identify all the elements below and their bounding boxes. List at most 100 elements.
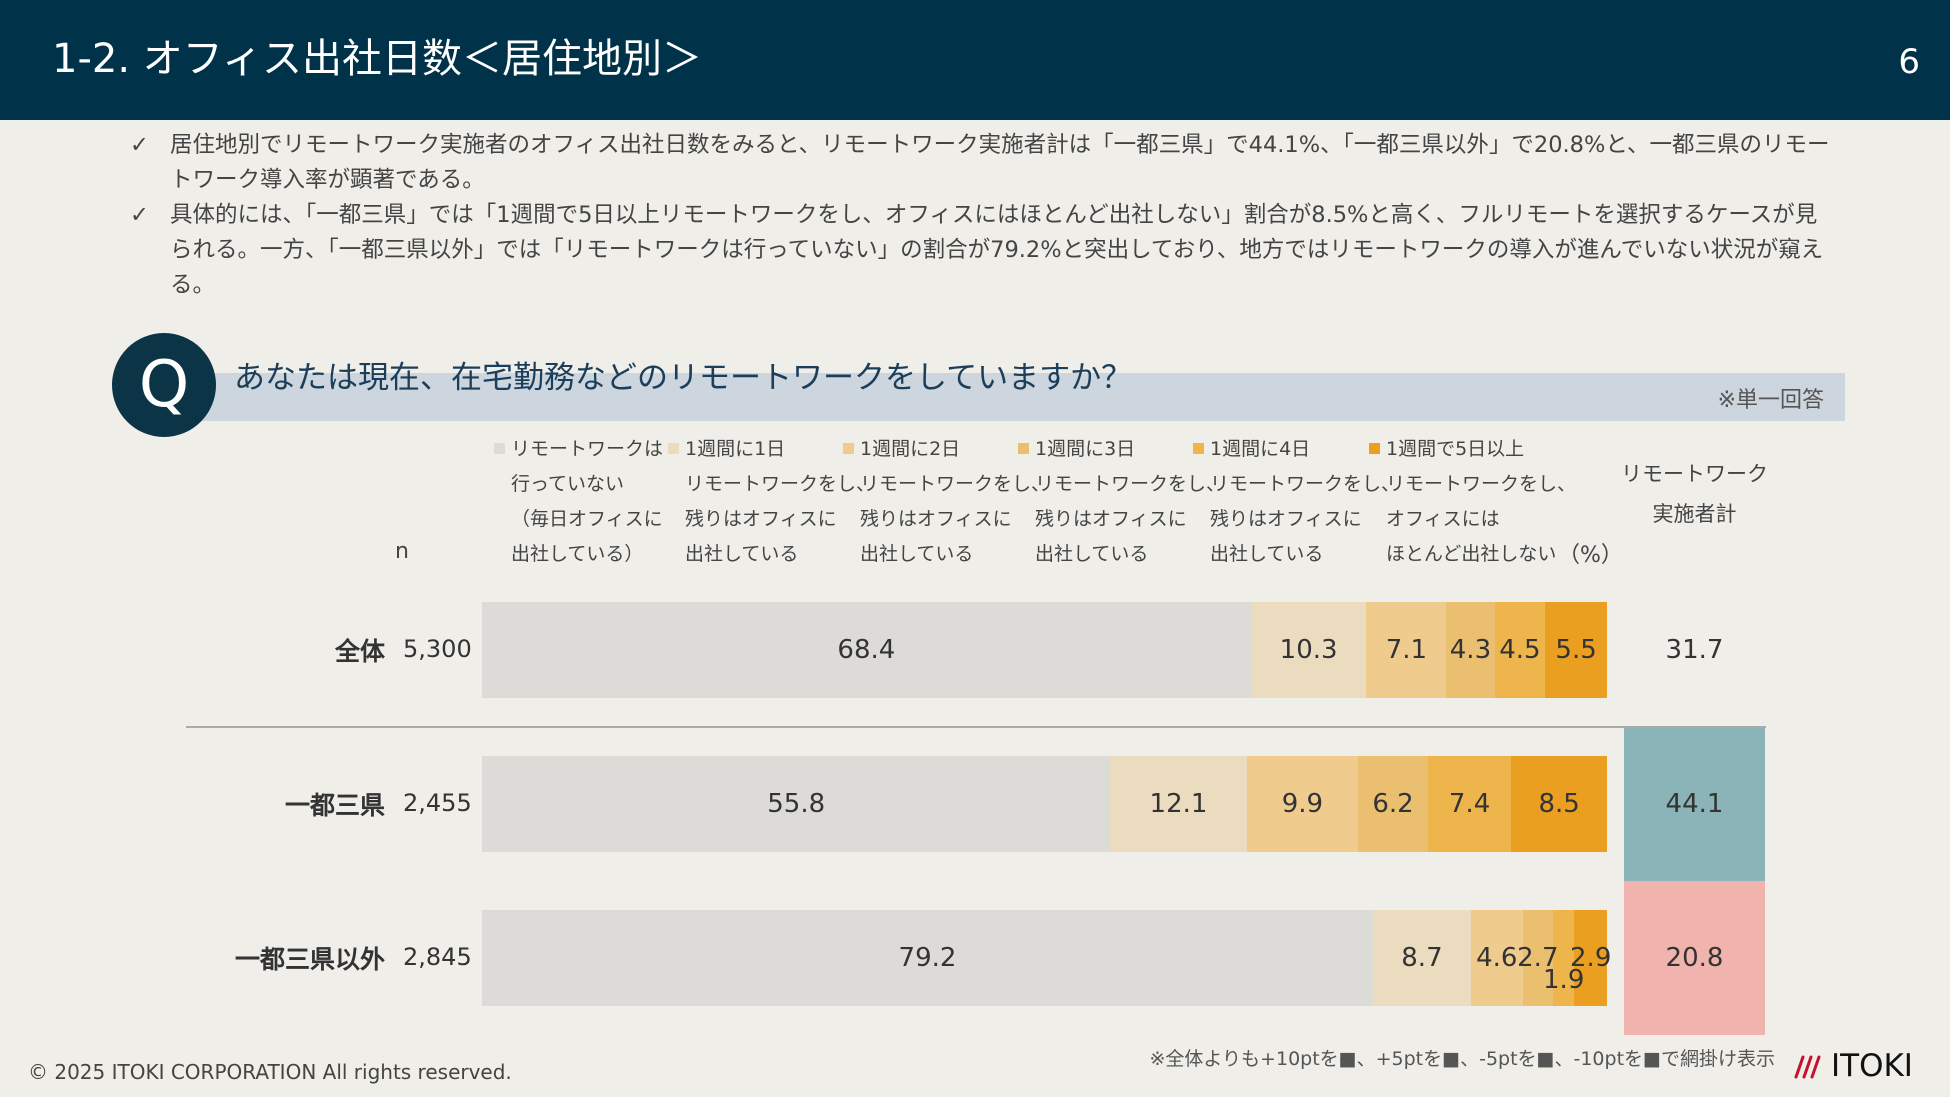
legend-line: リモートワークをし、 <box>1035 473 1226 495</box>
bar-segment <box>1250 602 1367 698</box>
check-icon: ✓ <box>130 202 149 228</box>
bar-segment <box>1246 756 1359 852</box>
legend-line: オフィスには <box>1386 508 1500 530</box>
legend-line: リモートワークをし、 <box>685 473 876 495</box>
summary-bullets: ✓ 居住地別でリモートワーク実施者のオフィス出社日数をみると、リモートワーク実施… <box>130 128 1830 303</box>
segment-label: 4.6 <box>1476 943 1518 973</box>
legend-item: 1週間に3日リモートワークをし、 残りはオフィスに 出社している <box>1018 432 1225 572</box>
segment-label: 7.1 <box>1385 635 1428 665</box>
segment-label: 4.3 <box>1449 635 1492 665</box>
segment-label: 7.4 <box>1448 789 1491 819</box>
legend-line: リモートワークは <box>494 432 663 467</box>
legend-line: 残りはオフィスに <box>1210 508 1362 530</box>
bar-segment <box>1446 602 1495 698</box>
legend-line: 残りはオフィスに <box>685 508 837 530</box>
legend-swatch <box>1369 443 1380 454</box>
bullet-item: ✓ 具体的には、「一都三県」では「1週間で5日以上リモートワークをし、オフィスに… <box>130 198 1830 303</box>
segment-label: 68.4 <box>837 635 896 665</box>
remote-total-header: リモートワーク 実施者計 <box>1612 454 1777 534</box>
row-n: 2,845 <box>403 943 472 971</box>
bar-segment <box>1511 756 1607 852</box>
bar-segment <box>482 756 1111 852</box>
legend-line: 1週間に3日 <box>1018 432 1225 467</box>
legend-line: 出社している） <box>511 543 644 565</box>
row-label: 一都三県 <box>284 791 385 820</box>
row-n: 5,300 <box>403 635 472 663</box>
legend-line: 出社している <box>685 543 799 565</box>
segment-label: 10.3 <box>1279 635 1338 665</box>
row-label: 一都三県以外 <box>234 945 385 974</box>
segment-label: 1.9 <box>1543 965 1585 995</box>
segment-label: 79.2 <box>898 943 957 973</box>
legend-line: 1週間に1日 <box>668 432 875 467</box>
legend-line: 1週間に4日 <box>1193 432 1400 467</box>
legend-item: 1週間に2日リモートワークをし、 残りはオフィスに 出社している <box>843 432 1050 572</box>
legend-line: 出社している <box>860 543 974 565</box>
segment-label: 6.2 <box>1372 789 1414 819</box>
segment-label: 12.1 <box>1149 789 1208 819</box>
legend-line: リモートワークをし、 <box>860 473 1051 495</box>
question-mark-icon: Q <box>112 333 216 437</box>
legend-line: （毎日オフィスに <box>511 508 663 530</box>
bullet-item: ✓ 居住地別でリモートワーク実施者のオフィス出社日数をみると、リモートワーク実施… <box>130 128 1830 198</box>
legend-line: 出社している <box>1210 543 1324 565</box>
stacked-bar <box>482 602 1607 698</box>
legend-item: リモートワークは行っていない （毎日オフィスに 出社している） <box>494 432 663 572</box>
legend-line: 残りはオフィスに <box>1035 508 1187 530</box>
bar-segment <box>1574 910 1607 1006</box>
remote-total-header-line: リモートワーク <box>1621 462 1768 486</box>
bar-segment <box>1494 602 1546 698</box>
page-number: 6 <box>1898 42 1920 82</box>
copyright: © 2025 ITOKI CORPORATION All rights rese… <box>28 1060 512 1084</box>
legend-swatch <box>494 443 505 454</box>
bar-segment <box>1427 756 1512 852</box>
segment-label: 8.7 <box>1401 943 1443 973</box>
legend-swatch <box>1018 443 1029 454</box>
remote-total-value: 20.8 <box>1624 881 1765 1035</box>
segment-label: 5.5 <box>1555 635 1597 665</box>
bullet-text: 具体的には、「一都三県」では「1週間で5日以上リモートワークをし、オフィスにはほ… <box>170 202 1824 298</box>
bar-segment <box>482 602 1251 698</box>
page-title: 1-2. オフィス出社日数＜居住地別＞ <box>52 36 702 82</box>
bar-segment <box>1110 756 1247 852</box>
question-text: あなたは現在、在宅勤務などのリモートワークをしていますか？ <box>234 360 1133 396</box>
shading-footnote: ※全体よりも+10ptを■、+5ptを■、-5ptを■、-10ptを■で網掛け表… <box>1149 1048 1775 1070</box>
segment-label: 2.9 <box>1570 943 1612 973</box>
legend-swatch <box>843 443 854 454</box>
row-separator <box>186 726 1766 728</box>
logo-mark-icon <box>1794 1055 1821 1079</box>
bar-segment <box>1358 756 1428 852</box>
legend-item: 1週間で5日以上 リモートワークをし、 オフィスには ほとんど出社しない <box>1369 432 1576 572</box>
bar-segment <box>482 910 1373 1006</box>
itoki-logo: ITOKI <box>1793 1046 1923 1086</box>
segment-label: 8.5 <box>1538 789 1580 819</box>
legend-line: 1週間に2日 <box>843 432 1050 467</box>
legend-item: 1週間に4日 リモートワークをし、 残りはオフィスに 出社している <box>1193 432 1400 572</box>
legend-line: 行っていない <box>511 473 625 495</box>
row-n: 2,455 <box>403 789 472 817</box>
bar-segment <box>1545 602 1607 698</box>
n-column-header: n <box>395 539 409 564</box>
unit-label: （%） <box>1558 543 1623 568</box>
stacked-bar <box>482 756 1607 852</box>
segment-label: 2.7 <box>1517 943 1559 973</box>
header-bar: 1-2. オフィス出社日数＜居住地別＞ 6 <box>0 0 1950 120</box>
legend-swatch <box>668 443 679 454</box>
segment-label: 4.5 <box>1499 635 1541 665</box>
row-label: 全体 <box>334 637 385 666</box>
stacked-bar <box>482 910 1607 1006</box>
legend-line: 1週間で5日以上 <box>1369 432 1576 467</box>
question-bar <box>180 373 1845 421</box>
bar-segment <box>1470 910 1523 1006</box>
legend-line: 残りはオフィスに <box>860 508 1012 530</box>
legend-item: 1週間に1日リモートワークをし、 残りはオフィスに 出社している <box>668 432 875 572</box>
remote-total-value: 31.7 <box>1624 573 1765 727</box>
segment-label: 9.9 <box>1281 789 1324 819</box>
logo-text: ITOKI <box>1831 1048 1913 1084</box>
segment-label: 55.8 <box>767 789 826 819</box>
bar-segment <box>1373 910 1471 1006</box>
answer-type-note: ※単一回答 <box>1717 388 1824 413</box>
legend-line: 出社している <box>1035 543 1149 565</box>
legend-line: ほとんど出社しない <box>1386 543 1557 565</box>
bar-segment <box>1366 602 1447 698</box>
